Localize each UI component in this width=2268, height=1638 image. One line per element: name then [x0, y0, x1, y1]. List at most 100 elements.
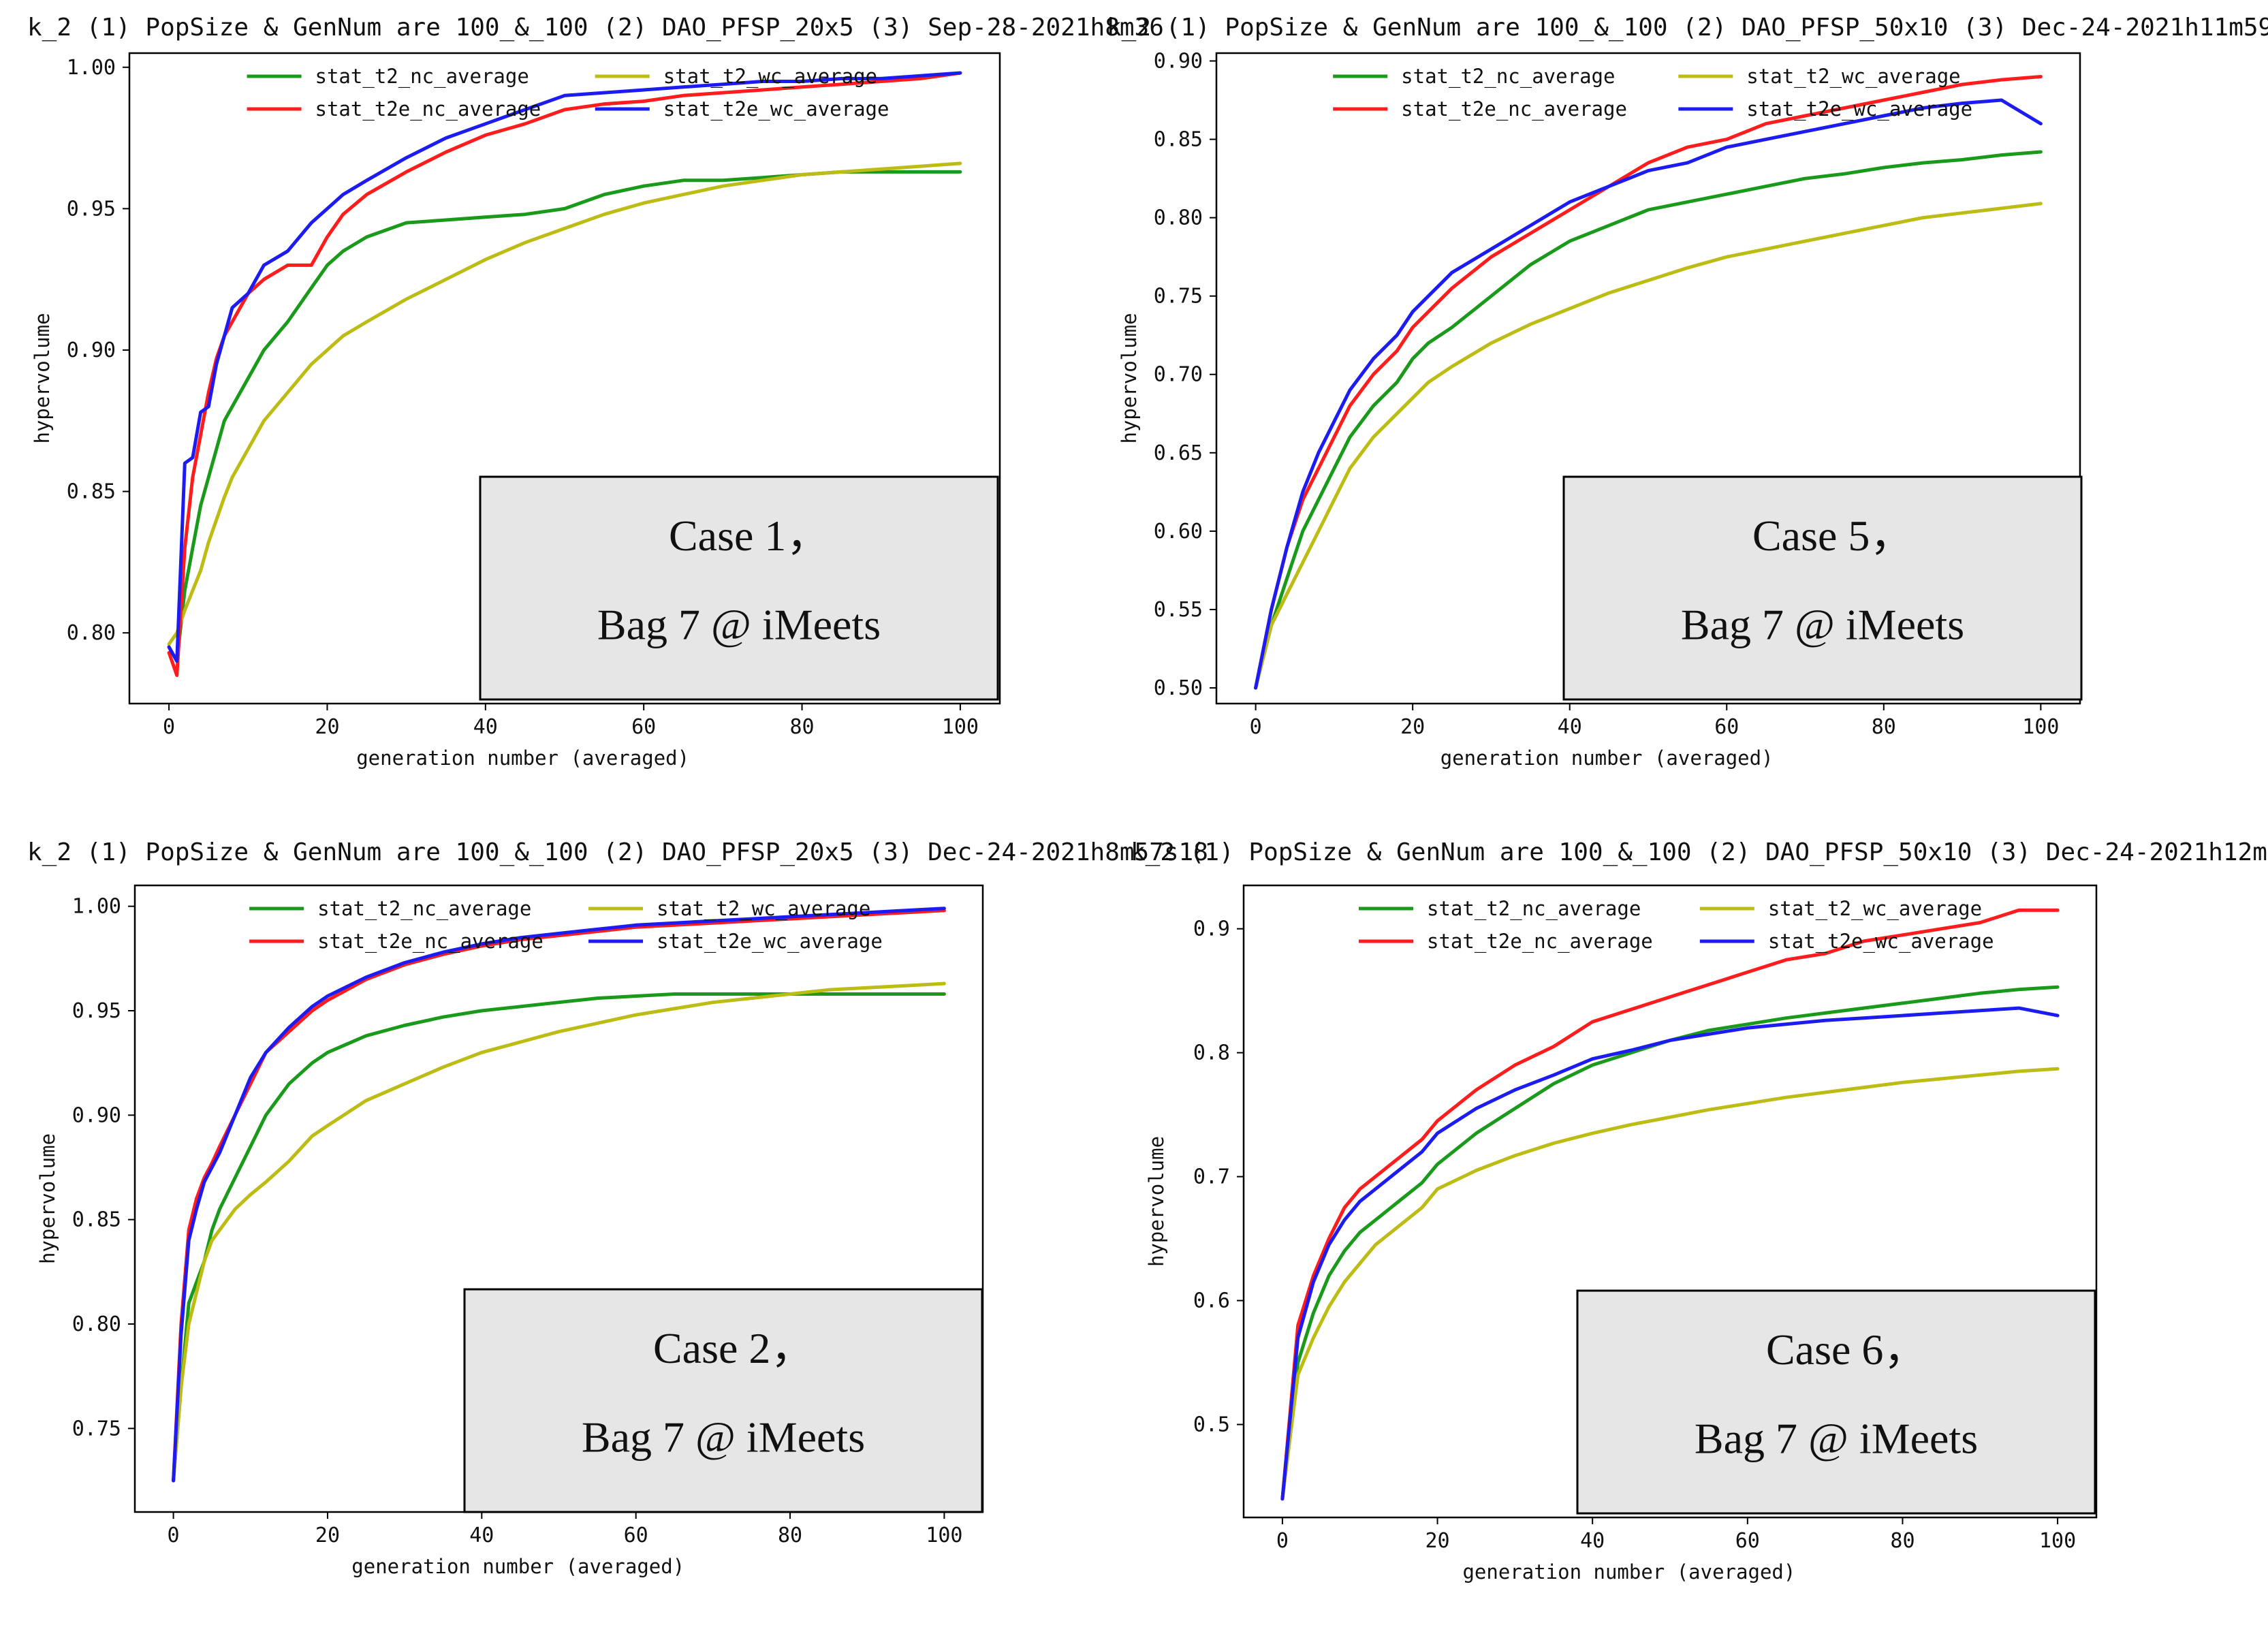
plot-frame: [128, 52, 1001, 705]
legend: stat_t2_nc_average stat_t2_wc_averagestat…: [249, 897, 883, 954]
x-tick-label: 40: [1558, 715, 1582, 739]
chart-title: k_2 (1) PopSize & GenNum are 100_&_100 (…: [1131, 838, 2268, 866]
x-tick-label: 0: [168, 1524, 180, 1547]
y-tick-label: 0.95: [67, 197, 116, 221]
annotation-frame: [1576, 1289, 2096, 1515]
series-line-stat-t2e-wc-average: [1280, 1006, 2060, 1501]
series-line-stat-t2-wc-average: [172, 981, 946, 1483]
series-line-stat-t2e-nc-average: [172, 909, 946, 1483]
chart-title: k_2 (1) PopSize & GenNum are 100_&_100 (…: [27, 14, 1164, 42]
x-tick-label: 60: [624, 1524, 648, 1547]
series-lines: [1280, 908, 2060, 1501]
chart-panel-1: k_2 (1) PopSize & GenNum are 100_&_100 (…: [27, 14, 1164, 770]
legend: stat_t2_nc_average stat_t2_wc_averagestat…: [1333, 65, 1972, 121]
y-tick-label: 0.55: [1154, 598, 1203, 622]
chart-panel-2: k_2 (1) PopSize & GenNum are 100_&_100 (…: [1107, 14, 2268, 770]
y-tick-label: 0.65: [1154, 441, 1203, 465]
series-line-stat-t2-wc-average: [1280, 1067, 2060, 1501]
legend-label: stat_t2e_wc_average: [657, 930, 883, 954]
chart-panel-4: k_2 (1) PopSize & GenNum are 100_&_100 (…: [1131, 838, 2268, 1584]
legend: stat_t2_nc_average stat_t2_wc_averagestat…: [247, 65, 889, 121]
y-tick-label: 0.50: [1154, 676, 1203, 700]
series-line-stat-t2-nc-average: [172, 992, 946, 1483]
annotation-case-label: Case 6，: [1766, 1325, 1927, 1374]
legend-label: stat_t2e_wc_average: [663, 97, 889, 121]
y-tick-label: 1.00: [72, 895, 121, 919]
annotation-case-label: Case 2，: [653, 1324, 814, 1372]
annotation-frame: [479, 475, 999, 701]
series-line-stat-t2e-nc-average: [1254, 75, 2043, 690]
y-tick-label: 0.80: [72, 1312, 121, 1336]
legend-label: stat_t2e_nc_average: [1427, 930, 1653, 954]
legend-label: stat_t2e_wc_average: [1746, 97, 1972, 121]
series-line-stat-t2e-wc-average: [1254, 98, 2043, 690]
chart-title: k_2 (1) PopSize & GenNum are 100_&_100 (…: [27, 838, 1208, 866]
x-tick-label: 20: [315, 715, 339, 739]
series-line-stat-t2e-nc-average: [167, 71, 962, 677]
case-annotation-box: Case 6， Bag 7 @ iMeets: [1576, 1289, 2096, 1515]
y-tick-label: 0.8: [1193, 1041, 1230, 1065]
legend-label: stat_t2_nc_average: [1401, 65, 1615, 89]
case-annotation-box: Case 1， Bag 7 @ iMeets: [479, 475, 999, 701]
x-tick-label: 0: [1250, 715, 1262, 739]
legend-label: stat_t2_nc_average: [315, 65, 529, 89]
case-annotation-box: Case 5， Bag 7 @ iMeets: [1562, 475, 2083, 701]
x-tick-label: 80: [789, 715, 814, 739]
legend-label: stat_t2e_nc_average: [317, 930, 544, 954]
y-tick-label: 0.7: [1193, 1165, 1230, 1189]
legend-label: stat_t2_nc_average: [317, 897, 531, 921]
y-axis-label: hypervolume: [36, 1133, 59, 1264]
series-line-stat-t2e-nc-average: [1280, 908, 2060, 1501]
y-tick-label: 0.60: [1154, 520, 1203, 544]
y-tick-label: 0.85: [67, 480, 116, 504]
y-tick-label: 0.90: [67, 338, 116, 362]
x-tick-label: 80: [1872, 715, 1896, 739]
y-tick-label: 0.95: [72, 999, 121, 1023]
x-tick-label: 60: [1714, 715, 1739, 739]
y-axis-label: hypervolume: [1145, 1136, 1168, 1267]
annotation-bag-label: Bag 7 @ iMeets: [1695, 1415, 1978, 1463]
y-tick-label: 0.9: [1193, 917, 1230, 941]
legend-label: stat_t2e_nc_average: [1401, 97, 1627, 121]
x-tick-label: 40: [473, 715, 498, 739]
series-line-stat-t2-wc-average: [1254, 202, 2043, 690]
series-line-stat-t2e-wc-average: [167, 71, 962, 663]
x-tick-label: 20: [315, 1524, 340, 1547]
series-line-stat-t2-nc-average: [1280, 985, 2060, 1501]
legend: stat_t2_nc_average stat_t2_wc_averagestat…: [1359, 897, 1994, 954]
legend-label: stat_t2_wc_average: [1746, 65, 1960, 89]
series-lines: [1254, 75, 2043, 690]
x-tick-label: 100: [2022, 715, 2059, 739]
y-tick-label: 0.80: [67, 621, 116, 645]
y-axis-label: hypervolume: [31, 313, 54, 443]
series-line-stat-t2-nc-average: [1254, 150, 2043, 690]
y-tick-label: 0.85: [72, 1208, 121, 1232]
x-tick-label: 20: [1425, 1529, 1449, 1553]
legend-label: stat_t2_wc_average: [657, 897, 870, 921]
x-axis-label: generation number (averaged): [351, 1555, 684, 1578]
y-tick-label: 0.75: [1154, 285, 1203, 309]
series-line-stat-t2-nc-average: [167, 170, 962, 663]
x-tick-label: 100: [2039, 1529, 2076, 1553]
series-lines: [167, 71, 962, 677]
legend-label: stat_t2e_wc_average: [1768, 930, 1994, 954]
series-line-stat-t2-wc-average: [167, 161, 962, 646]
x-tick-label: 0: [163, 715, 175, 739]
annotation-bag-label: Bag 7 @ iMeets: [1681, 601, 1964, 649]
case-annotation-box: Case 2， Bag 7 @ iMeets: [463, 1288, 983, 1513]
x-axis-label: generation number (averaged): [1462, 1560, 1795, 1584]
legend-label: stat_t2e_nc_average: [315, 97, 541, 121]
annotation-frame: [1562, 475, 2083, 701]
x-tick-label: 100: [926, 1524, 962, 1547]
plot-frame: [1215, 52, 2081, 705]
annotation-case-label: Case 5，: [1752, 511, 1913, 560]
chart-title: k_2 (1) PopSize & GenNum are 100_&_100 (…: [1107, 14, 2268, 42]
x-tick-label: 60: [1735, 1529, 1760, 1553]
x-axis-label: generation number (averaged): [356, 746, 689, 770]
y-tick-label: 0.70: [1154, 363, 1203, 387]
x-tick-label: 100: [942, 715, 979, 739]
x-tick-label: 80: [1890, 1529, 1915, 1553]
annotation-case-label: Case 1，: [669, 511, 830, 560]
annotation-bag-label: Bag 7 @ iMeets: [597, 601, 881, 649]
